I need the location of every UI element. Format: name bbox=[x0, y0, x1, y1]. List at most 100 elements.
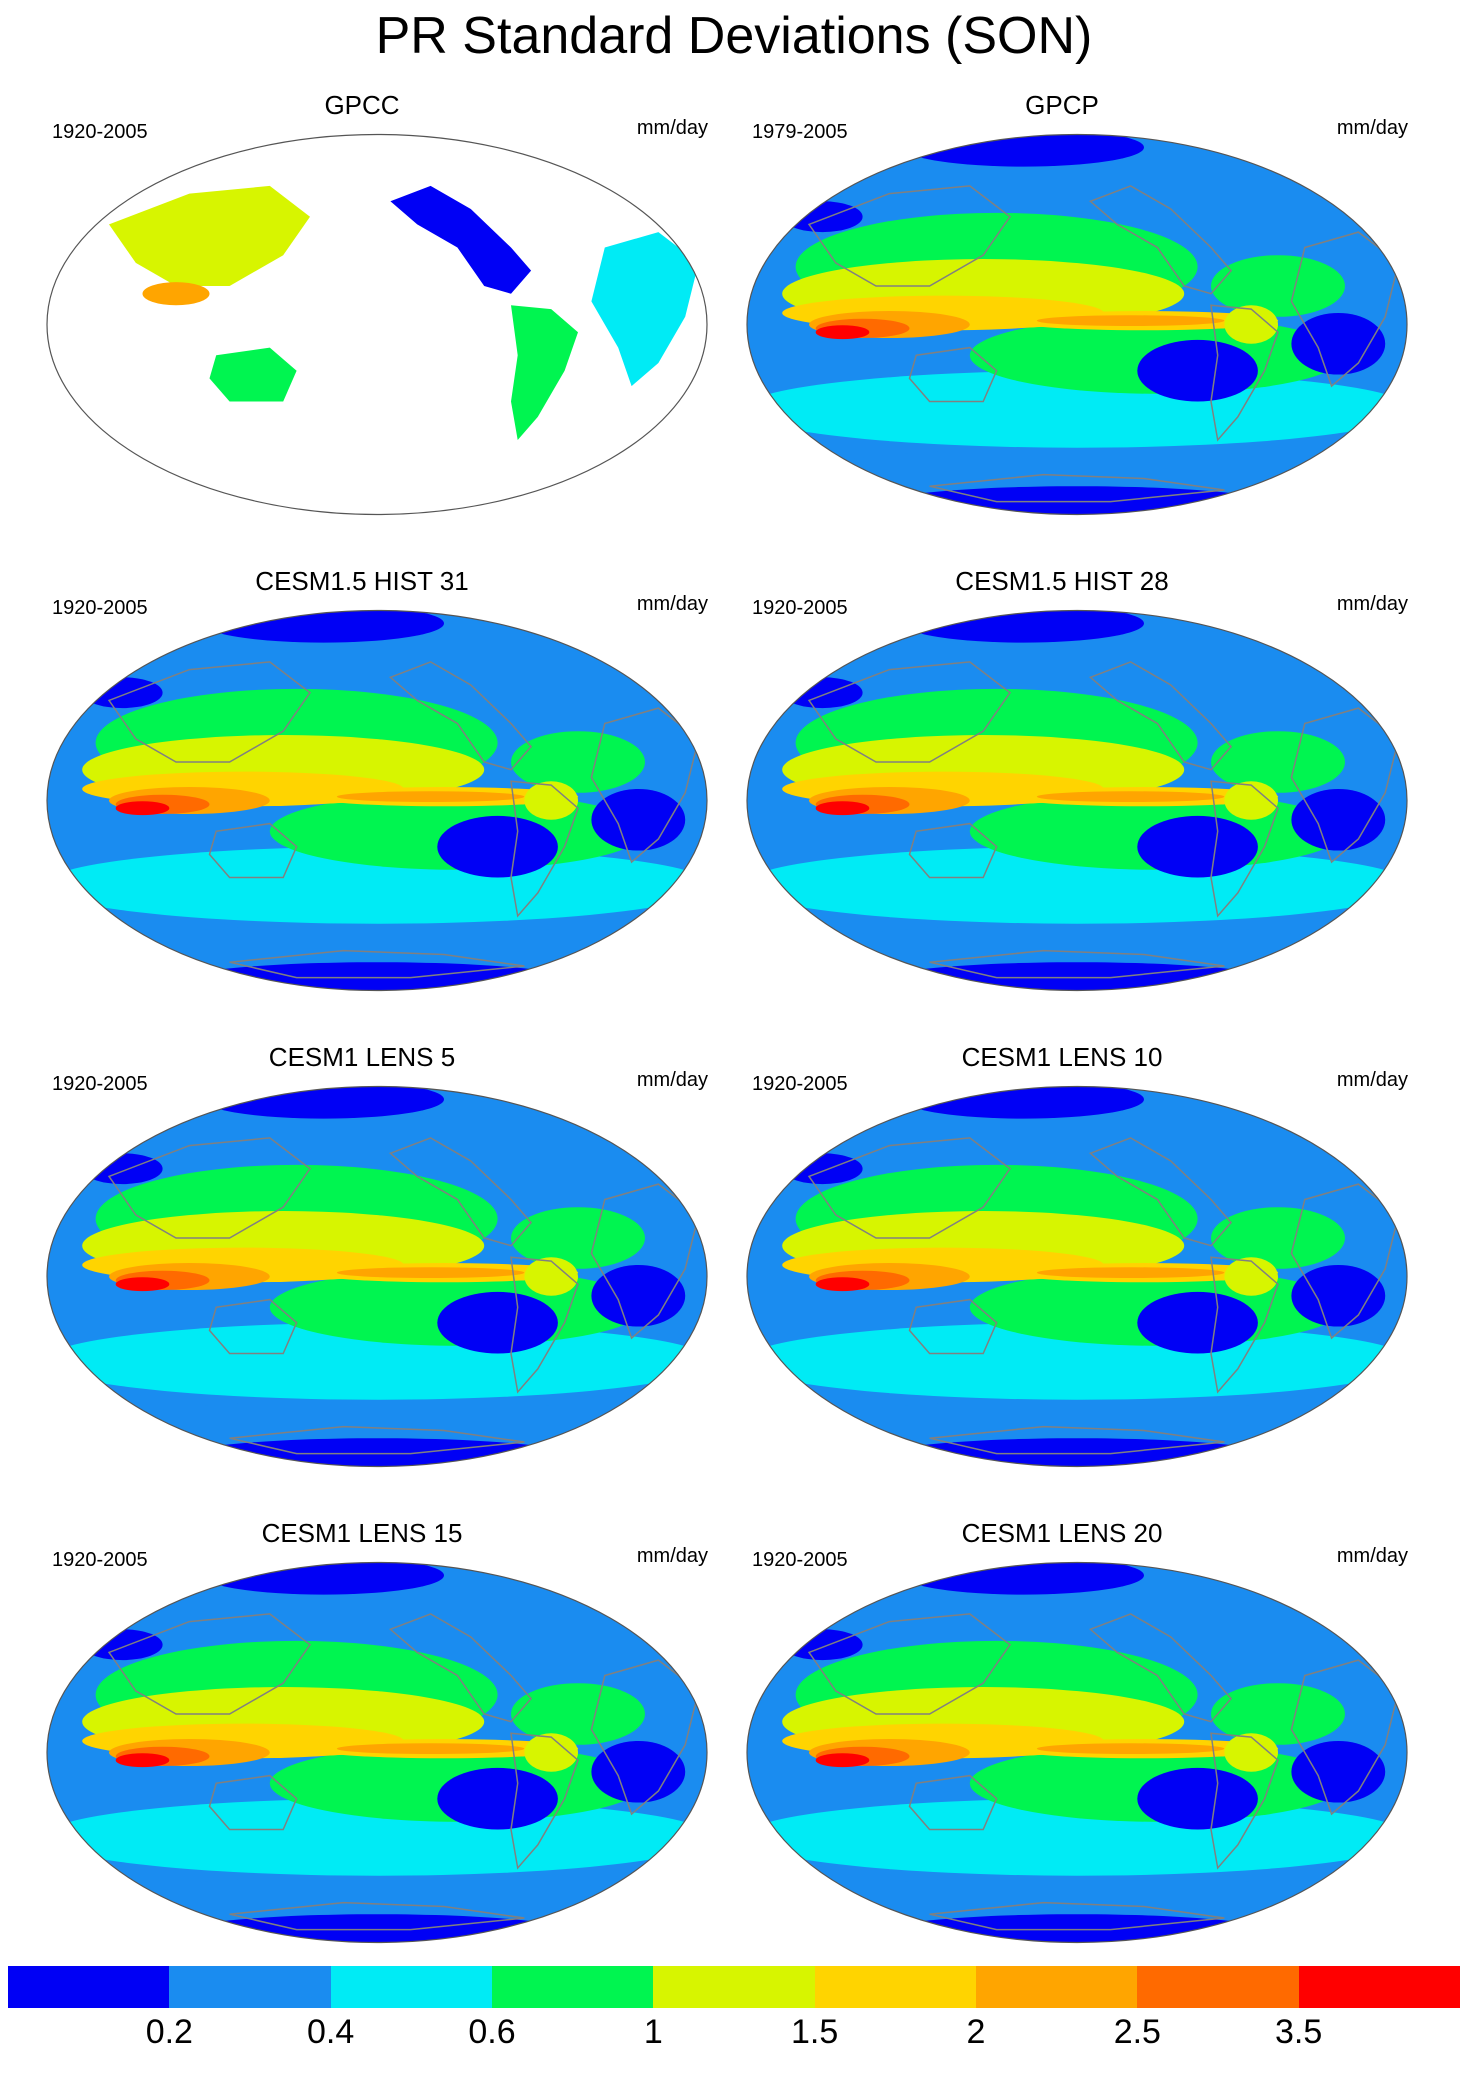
coastline bbox=[107, 1613, 312, 1715]
coastline bbox=[1290, 1659, 1400, 1816]
variability-band bbox=[1224, 1733, 1278, 1772]
panel-title: GPCP bbox=[1025, 90, 1099, 120]
map-border bbox=[46, 1561, 708, 1944]
variability-band bbox=[815, 325, 870, 340]
variability-band bbox=[815, 1277, 870, 1292]
coastline bbox=[229, 1901, 525, 1931]
panel-units: mm/day bbox=[1336, 1069, 1408, 1091]
coastline bbox=[208, 822, 298, 879]
coastline bbox=[590, 707, 700, 864]
variability-hotspot bbox=[142, 282, 210, 306]
colorbar-segment bbox=[975, 1966, 1138, 2008]
coastline bbox=[590, 1659, 700, 1816]
coastline bbox=[1088, 661, 1233, 771]
panel-period: 1920-2005 bbox=[752, 597, 848, 619]
panel-units: mm/day bbox=[636, 593, 708, 615]
map-image bbox=[746, 1561, 1408, 1944]
panel-units: mm/day bbox=[636, 1069, 708, 1091]
variability-band bbox=[1211, 1683, 1345, 1745]
colorbar-tick-label: 2 bbox=[966, 2013, 986, 2051]
land-region bbox=[109, 185, 310, 286]
coastline bbox=[908, 346, 998, 403]
panel-period: 1920-2005 bbox=[752, 1549, 848, 1571]
variability-band bbox=[1291, 1740, 1386, 1803]
colorbar-segment bbox=[1137, 1966, 1299, 2008]
coastline bbox=[388, 1613, 533, 1723]
variability-band bbox=[1291, 312, 1386, 375]
variability-band bbox=[437, 1291, 558, 1354]
land-region bbox=[591, 232, 699, 387]
variability-band bbox=[82, 1153, 163, 1185]
coastline bbox=[807, 661, 1012, 763]
variability-band bbox=[1137, 339, 1258, 402]
map-image bbox=[46, 609, 708, 992]
panel-title: CESM1 LENS 5 bbox=[268, 1042, 456, 1072]
colorbar-tick-label: 1.5 bbox=[791, 2013, 839, 2051]
map-border bbox=[746, 1561, 1408, 1944]
map-image bbox=[746, 609, 1408, 992]
variability-band bbox=[876, 1914, 1278, 1943]
colorbar-segment bbox=[814, 1966, 976, 2008]
variability-band bbox=[437, 1767, 558, 1830]
coastline bbox=[107, 661, 312, 763]
variability-band bbox=[336, 1743, 525, 1755]
variability-band bbox=[176, 1438, 578, 1467]
colorbar-tick-label: 0.4 bbox=[307, 2013, 355, 2051]
variability-band bbox=[1036, 1743, 1225, 1755]
colorbar-tick-label: 3.5 bbox=[1275, 2013, 1323, 2051]
variability-band bbox=[591, 1740, 686, 1803]
coastline bbox=[388, 661, 533, 771]
variability-band bbox=[511, 731, 645, 793]
map-image bbox=[46, 1561, 708, 1944]
variability-band bbox=[1137, 1767, 1258, 1830]
coastline bbox=[208, 1298, 298, 1355]
figure-title: PR Standard Deviations (SON) bbox=[375, 7, 1093, 65]
panel-title: CESM1.5 HIST 31 bbox=[255, 566, 469, 596]
colorbar-tick-label: 0.2 bbox=[145, 2013, 193, 2051]
variability-band bbox=[1291, 788, 1386, 851]
colorbar-tick-label: 1 bbox=[643, 2013, 663, 2051]
panel-units: mm/day bbox=[636, 1545, 708, 1567]
variability-band bbox=[876, 1438, 1278, 1467]
coastline bbox=[1088, 185, 1233, 295]
variability-band bbox=[591, 1264, 686, 1327]
panel-period: 1920-2005 bbox=[52, 1549, 148, 1571]
map-border bbox=[746, 609, 1408, 992]
panel-units: mm/day bbox=[1336, 1545, 1408, 1567]
coastline bbox=[1210, 1732, 1279, 1870]
variability-band bbox=[1211, 255, 1345, 317]
colorbar-segment bbox=[330, 1966, 492, 2008]
variability-band bbox=[1137, 1291, 1258, 1354]
coastline bbox=[510, 1256, 579, 1394]
variability-band bbox=[1211, 1207, 1345, 1269]
panel-title: GPCC bbox=[324, 90, 400, 120]
colorbar bbox=[8, 1966, 1460, 2008]
coastline bbox=[1290, 707, 1400, 864]
variability-band bbox=[1224, 1257, 1278, 1296]
map-image bbox=[746, 1085, 1408, 1468]
coastline bbox=[1290, 231, 1400, 388]
coastline bbox=[1210, 304, 1279, 442]
panel-units: mm/day bbox=[1336, 593, 1408, 615]
colorbar-segment bbox=[491, 1966, 654, 2008]
coastline bbox=[510, 780, 579, 918]
colorbar-labels: 0.2 0.4 0.6 1 1.5 2 2.5 3.5 bbox=[8, 2012, 1460, 2052]
panel-period: 1920-2005 bbox=[52, 121, 148, 143]
variability-band bbox=[1137, 815, 1258, 878]
variability-band bbox=[876, 486, 1278, 515]
map-border bbox=[46, 609, 708, 992]
coastline bbox=[807, 1613, 1012, 1715]
coastline bbox=[590, 1183, 700, 1340]
variability-band bbox=[115, 1753, 170, 1768]
variability-band bbox=[176, 1914, 578, 1943]
coastline bbox=[208, 1774, 298, 1831]
variability-band bbox=[524, 781, 578, 820]
map-panel: CESM1.5 HIST 28 1920-2005 mm/day bbox=[712, 566, 1412, 1006]
coastline bbox=[807, 185, 1012, 287]
variability-band bbox=[115, 801, 170, 816]
colorbar-segment bbox=[8, 1966, 170, 2008]
variability-band bbox=[1224, 305, 1278, 344]
variability-band bbox=[176, 962, 578, 991]
coastline bbox=[388, 1137, 533, 1247]
variability-band bbox=[782, 677, 863, 709]
